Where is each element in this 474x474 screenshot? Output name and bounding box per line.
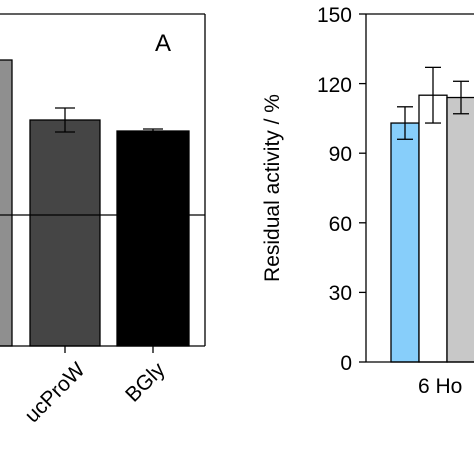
- bar-series-2: [418, 94, 448, 363]
- panel-b: Residual activity / % 0 30 60 90 120 150…: [261, 4, 474, 398]
- y-tick-label-120: 120: [317, 74, 352, 97]
- y-tick-label-30: 30: [329, 282, 352, 305]
- panel-a-error-bar-2: [55, 107, 75, 133]
- error-bar-series-1: [397, 106, 413, 140]
- panel-a-bar-2: [29, 119, 101, 347]
- panel-a-category-label-3: BGly: [121, 358, 170, 407]
- panel-a-category-label-2: ucProW: [20, 358, 89, 427]
- y-tick-labels: 0 30 60 90 120 150: [317, 4, 352, 375]
- bar-series-1: [390, 122, 420, 363]
- y-ticks: [359, 13, 366, 363]
- bar-series-3: [446, 96, 474, 363]
- panel-b-marks: [390, 66, 474, 363]
- y-tick-label-0: 0: [340, 352, 352, 375]
- error-bar-series-3: [453, 80, 469, 115]
- y-tick-label-150: 150: [317, 4, 352, 27]
- panel-a-error-bar-3: [143, 128, 163, 134]
- x-category-label: 6 Ho: [418, 375, 462, 398]
- y-tick-label-60: 60: [329, 213, 352, 236]
- y-tick-label-90: 90: [329, 143, 352, 166]
- y-axis-title: Residual activity / %: [261, 94, 284, 282]
- panel-a-letter: A: [155, 30, 171, 57]
- panel-a-bar-3: [116, 130, 190, 347]
- panel-a: A ucProW BGly: [0, 13, 206, 427]
- panel-a-bar-1: [0, 59, 13, 347]
- error-bar-series-2: [425, 66, 441, 124]
